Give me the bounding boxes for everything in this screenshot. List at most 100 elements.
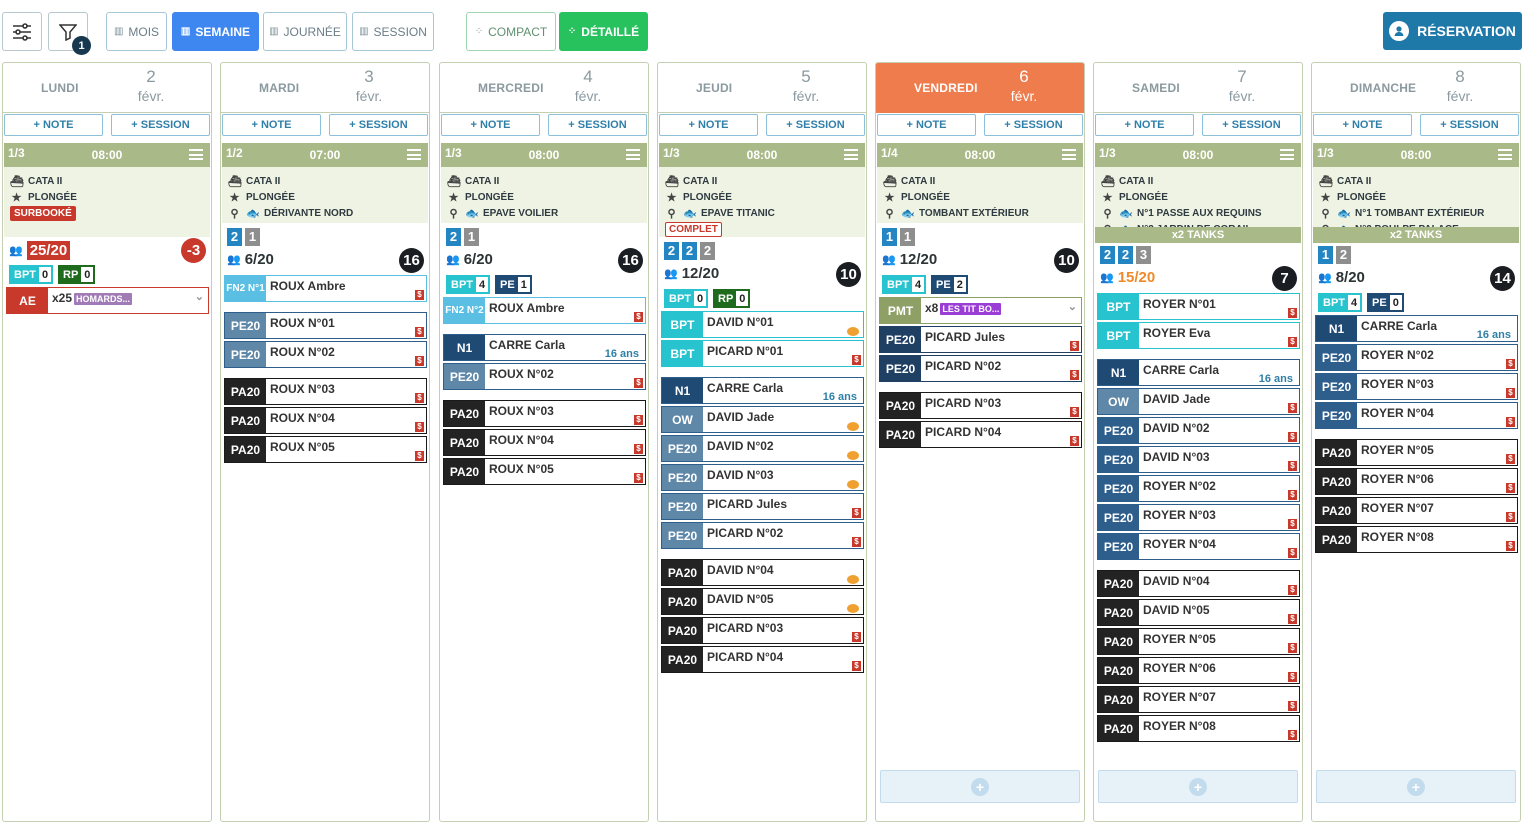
participant-row[interactable]: BPT ROYER Eva $ <box>1097 322 1300 349</box>
participant-row[interactable]: PE20 ROYER N°02 $ <box>1097 475 1300 502</box>
mode-detaille-button[interactable]: ⁘ DÉTAILLÉ <box>559 12 648 51</box>
participant-row[interactable]: PE20 DAVID N°02 <box>661 435 864 462</box>
participant-row[interactable]: PE20 DAVID N°03 <box>661 464 864 491</box>
hamburger-menu-icon[interactable] <box>1498 149 1512 160</box>
add-note-button[interactable]: + NOTE <box>222 114 321 136</box>
participant-row[interactable]: PA20 PICARD N°04 $ <box>661 646 864 673</box>
add-session-button[interactable]: + SESSION <box>1420 114 1519 136</box>
add-note-button[interactable]: + NOTE <box>1095 114 1194 136</box>
participant-row[interactable]: PE20 ROYER N°04 $ <box>1097 533 1300 560</box>
participant-row[interactable]: PA20 ROUX N°03 $ <box>224 378 427 405</box>
session-bar[interactable]: 1/3 08:00 <box>1095 143 1301 167</box>
participant-row[interactable]: PA20 DAVID N°05 $ <box>1097 599 1300 626</box>
participant-row[interactable]: PE20 ROYER N°03 $ <box>1097 504 1300 531</box>
add-session-button[interactable]: + SESSION <box>766 114 865 136</box>
add-session-slot[interactable]: + <box>1316 770 1516 803</box>
view-mois-button[interactable]: ▥ MOIS <box>106 12 167 51</box>
participant-row[interactable]: AE x25 HOMARDS... ⌄ <box>6 287 209 314</box>
view-session-button[interactable]: ▥ SESSION <box>352 12 434 51</box>
participant-row[interactable]: PA20 DAVID N°04 <box>661 559 864 586</box>
add-row: + NOTE + SESSION <box>440 114 648 136</box>
session-bar[interactable]: 1/3 08:00 <box>4 143 210 167</box>
participant-row[interactable]: PA20 DAVID N°04 $ <box>1097 570 1300 597</box>
participant-row[interactable]: PA20 ROUX N°04 $ <box>443 429 646 456</box>
session-bar[interactable]: 1/3 08:00 <box>659 143 865 167</box>
chevron-down-icon[interactable]: ⌄ <box>194 291 204 303</box>
participant-row[interactable]: PMT x8 LES TIT BO... ⌄ <box>879 297 1082 324</box>
hamburger-menu-icon[interactable] <box>1280 149 1294 160</box>
add-session-button[interactable]: + SESSION <box>111 114 210 136</box>
participant-row[interactable]: PA20 ROYER N°07 $ <box>1097 686 1300 713</box>
participant-row[interactable]: PA20 PICARD N°03 $ <box>879 392 1082 419</box>
participant-row[interactable]: PA20 ROUX N°05 $ <box>224 436 427 463</box>
add-note-button[interactable]: + NOTE <box>1313 114 1412 136</box>
session-time: 07:00 <box>309 148 341 162</box>
hamburger-menu-icon[interactable] <box>626 149 640 160</box>
participant-row[interactable]: PE20 DAVID N°02 $ <box>1097 417 1300 444</box>
participant-row[interactable]: N1 CARRE Carla 16 ans <box>661 377 864 404</box>
mode-compact-button[interactable]: ⁘ COMPACT <box>466 12 556 51</box>
view-semaine-button[interactable]: ▥ SEMAINE <box>172 12 259 51</box>
dollar-icon: $ <box>634 473 643 483</box>
hamburger-menu-icon[interactable] <box>189 149 203 160</box>
add-note-button[interactable]: + NOTE <box>877 114 976 136</box>
participant-row[interactable]: PA20 ROYER N°05 $ <box>1315 439 1518 466</box>
add-note-button[interactable]: + NOTE <box>441 114 540 136</box>
participant-row[interactable]: PE20 ROUX N°01 $ <box>224 312 427 339</box>
session-bar[interactable]: 1/2 07:00 <box>222 143 428 167</box>
add-note-button[interactable]: + NOTE <box>4 114 103 136</box>
participant-row[interactable]: N1 CARRE Carla 16 ans <box>1097 359 1300 386</box>
participant-row[interactable]: PA20 PICARD N°03 $ <box>661 617 864 644</box>
settings-button[interactable] <box>2 12 42 51</box>
participant-row[interactable]: PA20 ROUX N°05 $ <box>443 458 646 485</box>
session-bar[interactable]: 1/3 08:00 <box>1313 143 1519 167</box>
add-session-button[interactable]: + SESSION <box>1202 114 1301 136</box>
participant-row[interactable]: N1 CARRE Carla 16 ans <box>443 334 646 361</box>
participant-row[interactable]: BPT DAVID N°01 <box>661 311 864 338</box>
participant-row[interactable]: PE20 ROYER N°03 $ <box>1315 373 1518 400</box>
participant-row[interactable]: PE20 PICARD Jules $ <box>879 326 1082 353</box>
participant-row[interactable]: PE20 ROUX N°02 $ <box>443 363 646 390</box>
hamburger-menu-icon[interactable] <box>844 149 858 160</box>
participant-row[interactable]: PA20 ROUX N°03 $ <box>443 400 646 427</box>
add-session-button[interactable]: + SESSION <box>548 114 647 136</box>
add-session-button[interactable]: + SESSION <box>329 114 428 136</box>
participant-row[interactable]: BPT PICARD N°01 $ <box>661 340 864 367</box>
participant-row[interactable]: PA20 ROUX N°04 $ <box>224 407 427 434</box>
participant-row[interactable]: N1 CARRE Carla 16 ans <box>1315 315 1518 342</box>
chevron-down-icon[interactable]: ⌄ <box>1067 301 1077 313</box>
add-session-button[interactable]: + SESSION <box>984 114 1083 136</box>
hamburger-menu-icon[interactable] <box>407 149 421 160</box>
participant-row[interactable]: PA20 ROYER N°07 $ <box>1315 497 1518 524</box>
participant-row[interactable]: PE20 PICARD N°02 $ <box>879 355 1082 382</box>
participant-row[interactable]: PE20 ROUX N°02 $ <box>224 341 427 368</box>
session-bar[interactable]: 1/3 08:00 <box>441 143 647 167</box>
participant-row[interactable]: PE20 ROYER N°02 $ <box>1315 344 1518 371</box>
participant-row[interactable]: PE20 PICARD Jules $ <box>661 493 864 520</box>
participant-name: ROUX Ambre <box>270 279 346 293</box>
view-journee-button[interactable]: ▥ JOURNÉE <box>263 12 347 51</box>
view-mois-label: MOIS <box>128 24 160 39</box>
participant-row[interactable]: FN2 N°2 ROUX Ambre $ <box>443 297 646 324</box>
participant-name: PICARD N°02 <box>707 526 784 540</box>
participant-row[interactable]: PA20 ROYER N°06 $ <box>1097 657 1300 684</box>
participant-row[interactable]: PE20 ROYER N°04 $ <box>1315 402 1518 429</box>
hamburger-menu-icon[interactable] <box>1062 149 1076 160</box>
session-bar[interactable]: 1/4 08:00 <box>877 143 1083 167</box>
participant-row[interactable]: PA20 ROYER N°05 $ <box>1097 628 1300 655</box>
participant-row[interactable]: PA20 DAVID N°05 <box>661 588 864 615</box>
participant-row[interactable]: OW DAVID Jade $ <box>1097 388 1300 415</box>
participant-row[interactable]: PE20 PICARD N°02 $ <box>661 522 864 549</box>
participant-row[interactable]: BPT ROYER N°01 $ <box>1097 293 1300 320</box>
participant-row[interactable]: PA20 ROYER N°08 $ <box>1315 526 1518 553</box>
participant-row[interactable]: PA20 ROYER N°08 $ <box>1097 715 1300 742</box>
participant-row[interactable]: PA20 PICARD N°04 $ <box>879 421 1082 448</box>
participant-row[interactable]: FN2 N°1 ROUX Ambre $ <box>224 275 427 302</box>
participant-row[interactable]: OW DAVID Jade <box>661 406 864 433</box>
add-session-slot[interactable]: + <box>1098 770 1298 803</box>
participant-row[interactable]: PA20 ROYER N°06 $ <box>1315 468 1518 495</box>
add-note-button[interactable]: + NOTE <box>659 114 758 136</box>
participant-row[interactable]: PE20 DAVID N°03 $ <box>1097 446 1300 473</box>
add-session-slot[interactable]: + <box>880 770 1080 803</box>
reservation-button[interactable]: RÉSERVATION <box>1383 12 1522 50</box>
